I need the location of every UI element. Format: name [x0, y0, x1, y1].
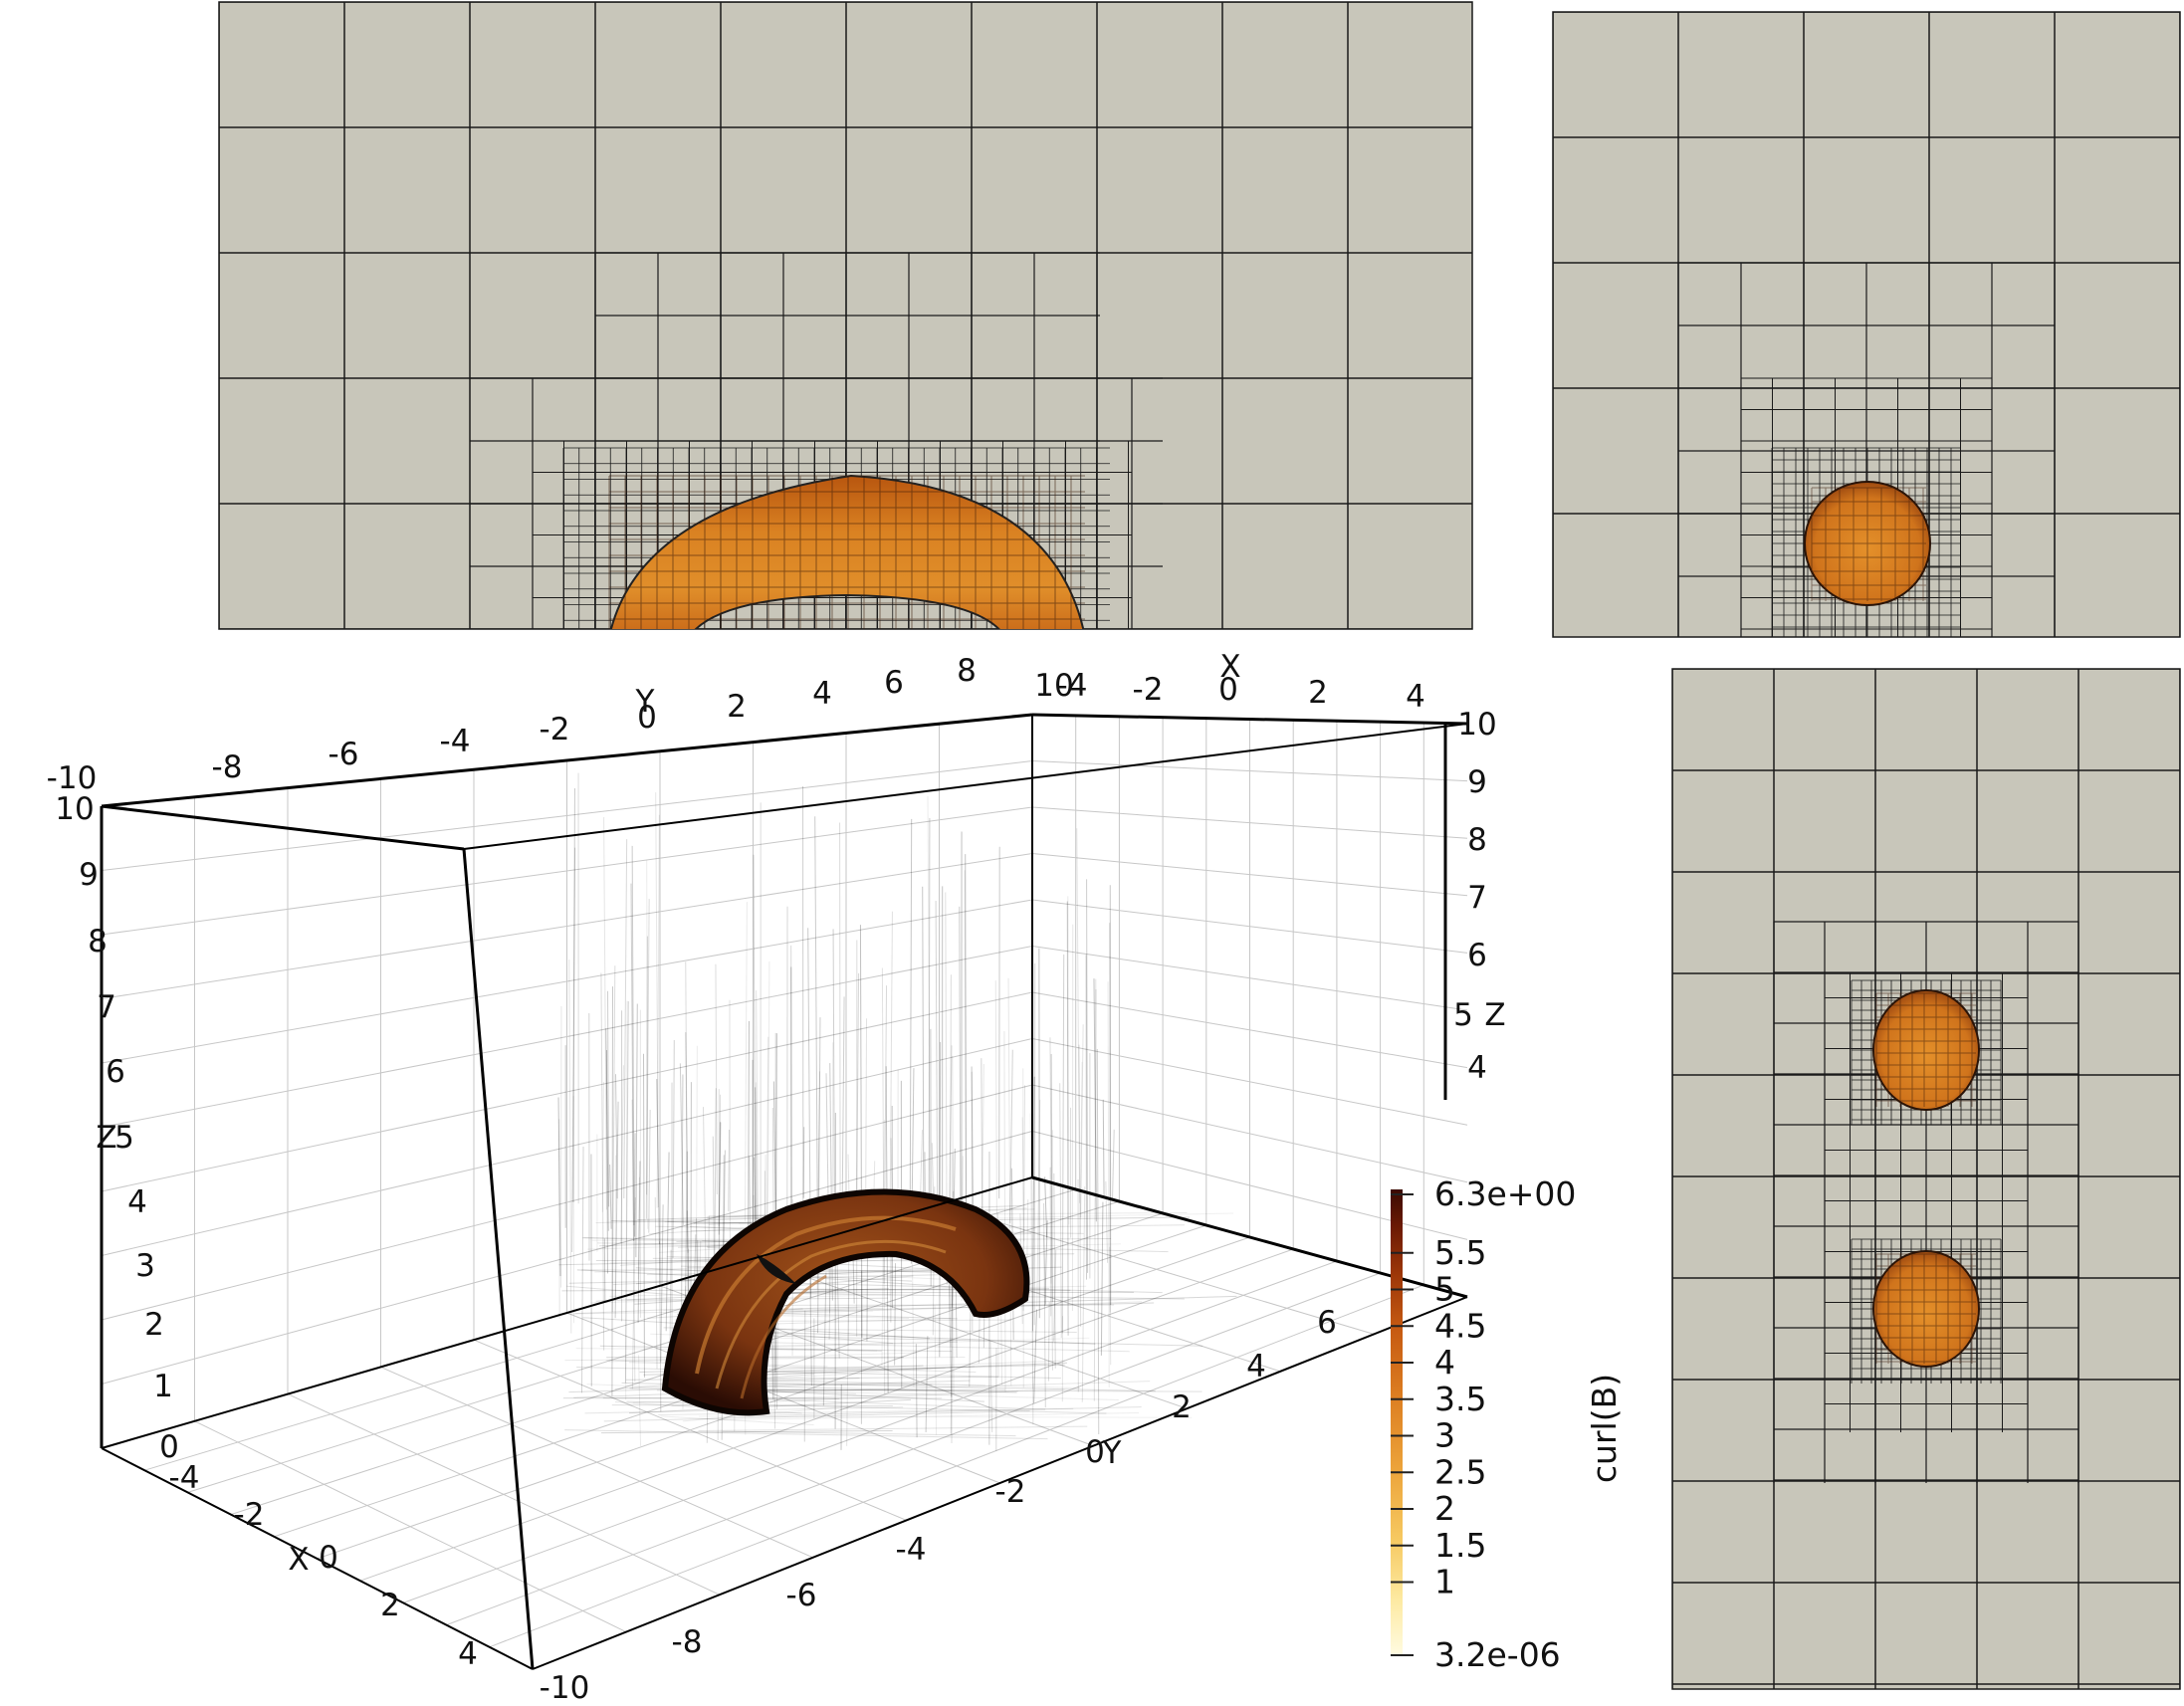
axis-tick-y-bottom: 6: [1317, 1305, 1337, 1341]
colorbar-title: curl(B): [1585, 1374, 1624, 1483]
axis-tick-z-left: 4: [127, 1184, 147, 1220]
axis-tick-z-right: 4: [1467, 1050, 1487, 1086]
axis-tick-z-left: 0: [159, 1429, 179, 1465]
axis-tick-x-bottom: -4: [169, 1460, 200, 1496]
axis-tick-x-bottom: 4: [458, 1636, 478, 1672]
axis-tick-y-top: 10: [1034, 668, 1073, 704]
axis-tick-x-top: 0: [1218, 672, 1238, 708]
axis-tick-z-right: 10: [1457, 707, 1496, 743]
axis-tick-z-left: 10: [55, 791, 94, 827]
axis-tick-y-top: -8: [212, 749, 243, 785]
axis-tick-y-top: 4: [812, 676, 832, 712]
axis-tick-x-top: -4: [1057, 668, 1088, 704]
axes-labels: -10 -8 -6 -4 -2 0 2 4 6 8 10Y -4 -2 0 2 4X10987654Z1098…: [47, 649, 1506, 1706]
axis-tick-z-right: 9: [1467, 764, 1487, 800]
axis-tick-y-bottom: 2: [1172, 1389, 1192, 1425]
axis-tick-x-bottom: -2: [234, 1497, 265, 1533]
colorbar-tick-label: 4.5: [1434, 1306, 1486, 1345]
axis-tick-z-right: 6: [1467, 938, 1487, 973]
colorbar-tick-label: 2.5: [1434, 1452, 1486, 1491]
axis-tick-y-top: -10: [47, 760, 98, 796]
axis-tick-x-top: 2: [1308, 675, 1328, 711]
colorbar-tick-label: 3.5: [1434, 1380, 1486, 1418]
axis-tick-x-top: 4: [1406, 679, 1425, 715]
colorbar-tick-label: 1.5: [1434, 1526, 1486, 1565]
colorbar-gradient: [1391, 1189, 1403, 1654]
axis-title-z-right: Z: [1484, 997, 1505, 1033]
axis-tick-y-bottom: -10: [540, 1670, 590, 1706]
single-disc: [1804, 481, 1931, 606]
colorbar-tick-label: 5.5: [1434, 1233, 1486, 1272]
colorbar-tick-label: 4: [1434, 1343, 1455, 1382]
upper-disc: [1872, 989, 1980, 1111]
axis-tick-y-top: 6: [884, 665, 904, 701]
axis-tick-y-bottom: -4: [896, 1532, 927, 1568]
axis-tick-z-right: 5: [1453, 997, 1473, 1033]
flux-rope-arch: [661, 1188, 1030, 1416]
axis-tick-x-top: -2: [1133, 672, 1164, 708]
colorbar-tick-label: 5: [1434, 1270, 1455, 1309]
axis-tick-y-top: -6: [328, 737, 359, 772]
slice-panel-top-left: [218, 1, 1473, 630]
axis-tick-z-left: 5: [114, 1120, 134, 1156]
axis-tick-z-left: 6: [106, 1054, 125, 1090]
axis-tick-y-top: -4: [440, 724, 471, 759]
colorbar: 6.3e+00 5.554.543.532.521.51 3.2e-06 curl(…: [1391, 1174, 1624, 1674]
colorbar-tick-label: 2: [1434, 1489, 1455, 1528]
bounding-box: [100, 713, 1468, 1670]
axis-tick-z-left: 8: [88, 924, 108, 960]
axis-tick-y-bottom: 4: [1246, 1349, 1266, 1385]
axis-title-x-bottom: X: [288, 1542, 309, 1578]
axis-tick-z-right: 8: [1467, 822, 1487, 858]
axis-title-z-left: Z: [96, 1120, 116, 1156]
axis-tick-y-top: 2: [727, 689, 747, 725]
axis-title-y-top: Y: [635, 684, 655, 720]
3d-view: [100, 713, 1468, 1670]
axis-tick-x-bottom: 0: [319, 1540, 338, 1576]
axis-tick-y-bottom: -6: [786, 1578, 817, 1613]
axis-tick-y-top: -2: [540, 712, 570, 747]
axis-tick-z-right: 7: [1467, 880, 1487, 916]
axis-tick-z-left: 9: [79, 857, 99, 893]
axis-tick-x-bottom: 2: [380, 1588, 400, 1623]
colorbar-max-label: 6.3e+00: [1434, 1174, 1576, 1213]
colorbar-tick-label: 3: [1434, 1416, 1455, 1455]
axis-tick-y-bottom: -8: [672, 1624, 703, 1660]
axis-title-x-top: X: [1219, 649, 1240, 685]
axis-tick-y-bottom: 0: [1085, 1434, 1105, 1470]
slice-panel-top-right: [1552, 11, 2181, 638]
axis-tick-y-bottom: -2: [995, 1474, 1026, 1510]
colorbar-min-label: 3.2e-06: [1434, 1635, 1561, 1674]
axis-tick-y-top: 0: [637, 700, 657, 736]
axis-title-y-bottom: Y: [1102, 1435, 1122, 1471]
torus-cross-section: [608, 474, 1085, 629]
axis-tick-z-left: 7: [97, 989, 116, 1025]
axis-tick-y-top: 8: [957, 653, 977, 689]
slice-panel-right-bottom: [1671, 668, 2181, 1690]
axis-tick-z-left: 1: [153, 1369, 173, 1404]
colorbar-tick-label: 1: [1434, 1563, 1455, 1601]
axis-tick-z-left: 2: [144, 1307, 164, 1343]
axis-tick-z-left: 3: [135, 1248, 155, 1284]
